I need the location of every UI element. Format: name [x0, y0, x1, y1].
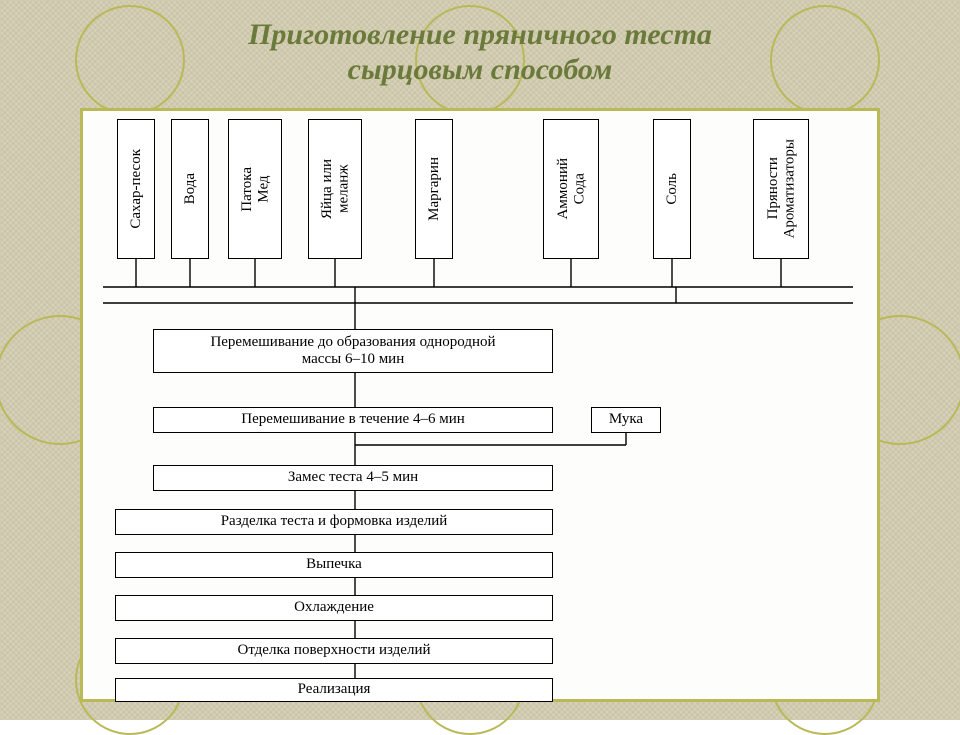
step-mix2: Перемешивание в течение 4–6 мин — [153, 407, 553, 433]
ingredient-marg: Маргарин — [415, 119, 453, 259]
ingredient-ammon: Аммоний Сода — [543, 119, 599, 259]
step-cool: Охлаждение — [115, 595, 553, 621]
title-line-2: сырцовым способом — [348, 53, 613, 86]
ingredient-label: Аммоний Сода — [555, 158, 588, 219]
ingredient-label: Патока Мед — [239, 167, 272, 212]
ingredient-label: Яйца или меланж — [319, 159, 352, 219]
step-sell: Реализация — [115, 678, 553, 702]
ingredient-water: Вода — [171, 119, 209, 259]
ingredient-label: Маргарин — [426, 157, 443, 221]
flowchart-panel: Сахар-песок Вода Патока Мед Яйца или меланж… — [80, 108, 880, 702]
step-bake: Выпечка — [115, 552, 553, 578]
ingredient-eggs: Яйца или меланж — [308, 119, 362, 259]
step-mix1: Перемешивание до образования однородной … — [153, 329, 553, 373]
step-form: Разделка теста и формовка изделий — [115, 509, 553, 535]
step-knead: Замес теста 4–5 мин — [153, 465, 553, 491]
ingredient-spice: Пряности Ароматизаторы — [753, 119, 809, 259]
ingredient-label: Соль — [664, 173, 681, 205]
ingredient-label: Сахар-песок — [128, 149, 145, 229]
step-flour: Мука — [591, 407, 661, 433]
page-title: Приготовление пряничного теста сырцовым … — [0, 18, 960, 87]
ingredient-sugar: Сахар-песок — [117, 119, 155, 259]
ingredient-label: Вода — [182, 173, 199, 204]
ingredient-salt: Соль — [653, 119, 691, 259]
ingredient-syrup: Патока Мед — [228, 119, 282, 259]
ingredient-label: Пряности Ароматизаторы — [765, 139, 798, 238]
title-line-1: Приготовление пряничного теста — [248, 18, 712, 51]
step-finish: Отделка поверхности изделий — [115, 638, 553, 664]
